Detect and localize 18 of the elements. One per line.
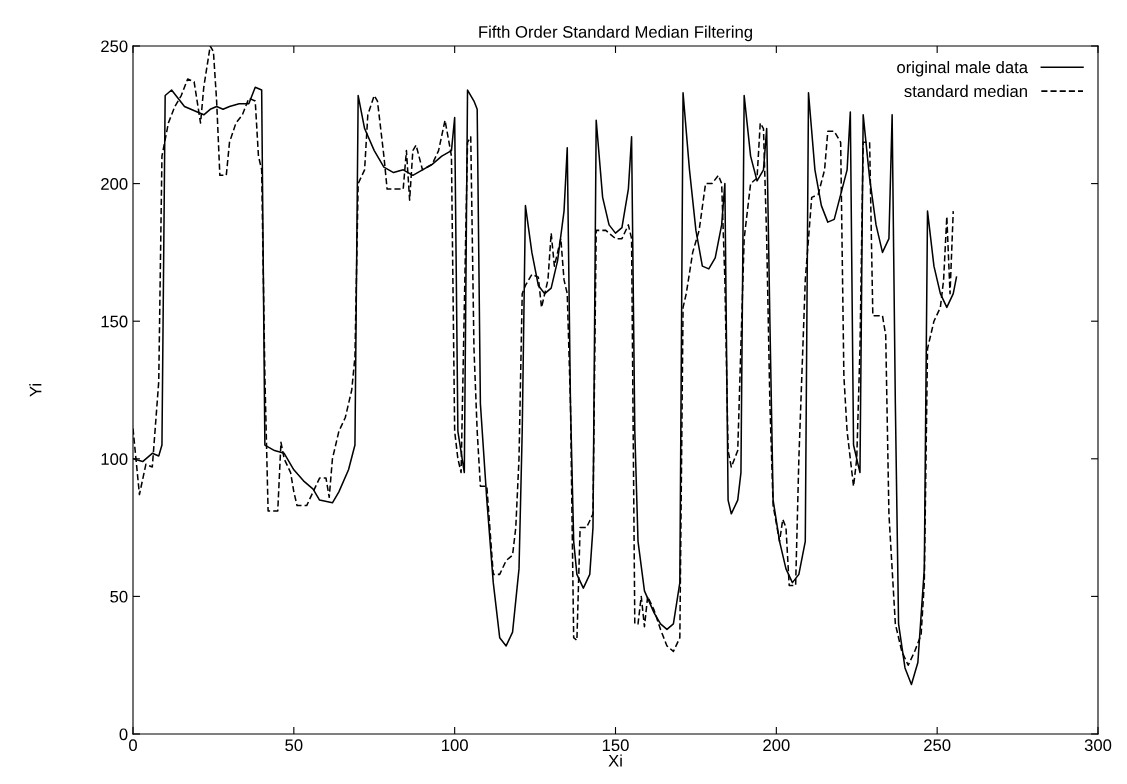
y-tick-label: 50 bbox=[110, 590, 128, 603]
chart-title: Fifth Order Standard Median Filtering bbox=[479, 25, 752, 42]
y-tick-label: 200 bbox=[101, 178, 128, 190]
x-tick-label: 150 bbox=[602, 739, 629, 752]
x-tick-label: 0 bbox=[129, 739, 137, 752]
x-tick-label: 250 bbox=[924, 739, 951, 752]
y-tick-label: 150 bbox=[101, 315, 128, 328]
y-tick-label: 100 bbox=[101, 453, 128, 465]
x-axis-title: Xi bbox=[608, 754, 622, 767]
y-axis-title: Yi bbox=[29, 384, 42, 397]
x-tick-label: 300 bbox=[1084, 739, 1112, 752]
x-tick-label: 100 bbox=[442, 739, 468, 752]
y-tick-label: 0 bbox=[119, 728, 128, 741]
legend-label: original male data bbox=[897, 61, 1029, 77]
y-tick-label: 250 bbox=[101, 40, 128, 53]
x-tick-label: 50 bbox=[285, 739, 303, 752]
x-tick-label: 200 bbox=[763, 739, 790, 752]
legend-label: standard median bbox=[904, 84, 1027, 98]
